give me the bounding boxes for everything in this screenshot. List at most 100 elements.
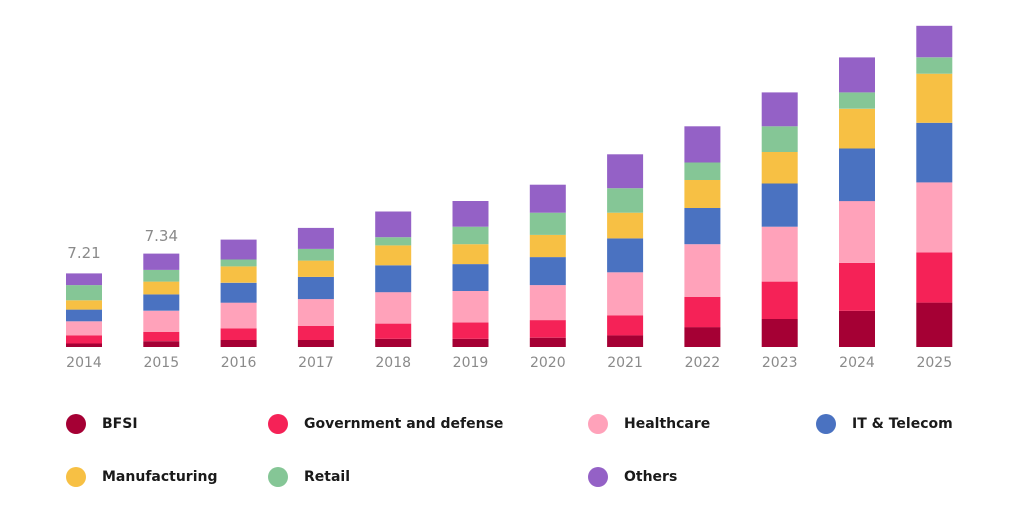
bar-segment-healthcare-2021	[607, 272, 644, 316]
bar-segment-retail-2025	[916, 57, 953, 74]
bar-segment-healthcare-2014	[66, 321, 102, 336]
bar-segment-others-2015	[143, 253, 180, 270]
bar-segment-manufacturing-2015	[143, 281, 180, 295]
legend-item-bfsi: BFSI	[66, 414, 138, 434]
bar-segment-retail-2020	[529, 212, 566, 235]
bar-segment-bfsi-2015	[143, 341, 180, 347]
bar-segment-manufacturing-2016	[220, 266, 257, 283]
bar-segment-bfsi-2023	[761, 319, 798, 347]
bar-segment-healthcare-2017	[297, 299, 334, 326]
bar-segment-it-telecom-2021	[607, 238, 644, 273]
bar-segment-retail-2023	[761, 126, 798, 152]
x-tick-label: 2019	[453, 355, 489, 371]
bar-segment-manufacturing-2017	[297, 260, 334, 277]
legend-swatch-bfsi	[66, 414, 86, 434]
bar-segment-bfsi-2024	[839, 310, 875, 347]
bar-segment-government-and-defense-2017	[297, 326, 334, 340]
x-tick-label: 2018	[375, 355, 411, 371]
bar-segment-others-2014	[66, 273, 102, 286]
bar-segment-it-telecom-2017	[297, 276, 334, 300]
total-label-2015: 7.34	[145, 227, 178, 245]
legend-swatch-it-telecom	[816, 414, 836, 434]
bar-segment-bfsi-2021	[607, 335, 644, 347]
x-tick-label: 2022	[685, 355, 721, 371]
bar-segment-government-and-defense-2016	[220, 328, 257, 340]
x-tick-label: 2015	[143, 355, 179, 371]
bar-segment-bfsi-2014	[66, 343, 102, 347]
x-tick-label: 2020	[530, 355, 566, 371]
legend-label-retail: Retail	[304, 469, 351, 485]
bar-segment-it-telecom-2025	[916, 122, 953, 183]
legend-item-healthcare: Healthcare	[588, 414, 710, 434]
bar-segment-healthcare-2020	[529, 285, 566, 321]
legend-label-it-telecom: IT & Telecom	[852, 416, 953, 432]
bar-segment-bfsi-2017	[297, 340, 334, 347]
bar-segment-bfsi-2022	[684, 327, 721, 347]
bar-segment-healthcare-2022	[684, 244, 721, 297]
legend-swatch-manufacturing	[66, 467, 86, 487]
bar-segment-government-and-defense-2015	[143, 331, 180, 342]
bar-segment-manufacturing-2023	[761, 152, 798, 184]
bar-segment-bfsi-2020	[529, 337, 566, 347]
bar-segment-bfsi-2019	[452, 338, 489, 347]
bar-segment-retail-2014	[66, 285, 102, 301]
legend-swatch-others	[588, 467, 608, 487]
bar-segment-others-2025	[916, 25, 953, 58]
bar-segment-manufacturing-2021	[607, 212, 644, 239]
bar-segment-bfsi-2016	[220, 340, 257, 347]
legend-item-government-and-defense: Government and defense	[268, 414, 503, 434]
bar-segment-manufacturing-2018	[375, 245, 412, 266]
bar-segment-retail-2017	[297, 248, 334, 261]
bar-segment-others-2019	[452, 201, 489, 227]
bar-segment-manufacturing-2024	[839, 108, 875, 149]
bar-segment-bfsi-2018	[375, 338, 412, 347]
legend-item-others: Others	[588, 467, 677, 487]
bar-segment-it-telecom-2018	[375, 265, 412, 293]
bar-segment-it-telecom-2019	[452, 264, 489, 291]
bar-segment-retail-2015	[143, 269, 180, 282]
x-tick-label: 2024	[839, 355, 875, 371]
bar-segment-manufacturing-2020	[529, 234, 566, 258]
x-tick-label: 2017	[298, 355, 334, 371]
legend-swatch-healthcare	[588, 414, 608, 434]
legend-item-retail: Retail	[268, 467, 350, 487]
legend-label-government-and-defense: Government and defense	[304, 416, 504, 432]
bar-segment-others-2022	[684, 126, 721, 163]
bar-segment-manufacturing-2025	[916, 73, 953, 123]
bar-segment-retail-2021	[607, 188, 644, 213]
total-label-2014: 7.21	[67, 244, 100, 262]
bar-segment-others-2017	[297, 227, 334, 249]
bar-segment-healthcare-2024	[839, 201, 875, 263]
x-tick-label: 2025	[916, 355, 952, 371]
bar-segment-manufacturing-2014	[66, 300, 102, 310]
bar-segment-others-2024	[839, 57, 875, 93]
x-tick-label: 2021	[607, 355, 643, 371]
legend-label-manufacturing: Manufacturing	[102, 469, 218, 485]
bar-segment-others-2018	[375, 211, 412, 238]
legend-label-bfsi: BFSI	[102, 416, 138, 432]
bar-segment-manufacturing-2019	[452, 244, 489, 265]
legend-item-it-telecom: IT & Telecom	[816, 414, 953, 434]
legend-item-manufacturing: Manufacturing	[66, 467, 218, 487]
bar-segment-it-telecom-2023	[761, 183, 798, 227]
x-tick-label: 2023	[762, 355, 798, 371]
legend-swatch-government-and-defense	[268, 414, 288, 434]
bar-segment-bfsi-2025	[916, 302, 953, 347]
bar-segment-government-and-defense-2020	[529, 320, 566, 338]
bar-segment-government-and-defense-2019	[452, 322, 489, 339]
bar-segment-retail-2016	[220, 259, 257, 267]
bar-segment-healthcare-2015	[143, 310, 180, 332]
bar-segment-others-2016	[220, 239, 257, 260]
legend-swatch-retail	[268, 467, 288, 487]
bar-segment-retail-2022	[684, 162, 721, 180]
bar-segment-retail-2018	[375, 237, 412, 246]
stacked-bar-chart: 2014 2015 2016 2017 2018 2019 2020 2021 2022 2023…	[66, 25, 953, 371]
bar-segment-healthcare-2025	[916, 182, 953, 253]
bar-segment-it-telecom-2014	[66, 309, 102, 322]
bar-segment-others-2021	[607, 154, 644, 189]
bar-segment-government-and-defense-2024	[839, 262, 875, 311]
bar-segment-government-and-defense-2018	[375, 323, 412, 339]
bar-segment-manufacturing-2022	[684, 180, 721, 208]
legend-label-others: Others	[624, 469, 678, 485]
